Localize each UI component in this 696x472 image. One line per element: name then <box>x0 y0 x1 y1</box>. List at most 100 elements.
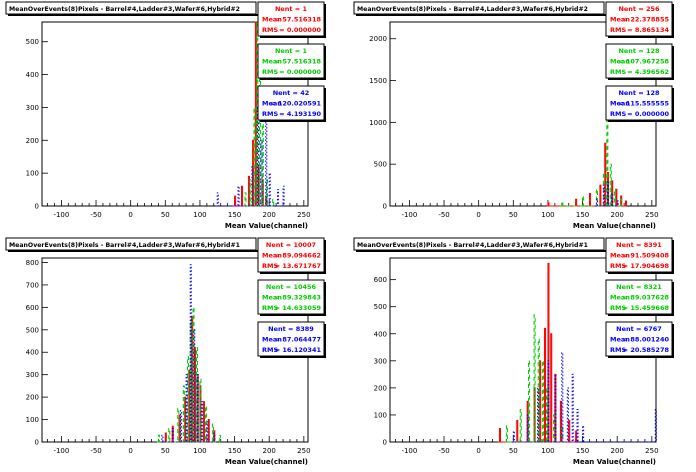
y-tick-label: 500 <box>26 38 39 46</box>
stats-box-frame <box>605 279 673 315</box>
stats-nent: Nent = 1 <box>275 47 308 55</box>
y-tick-label: 200 <box>26 137 39 145</box>
stats-box-frame <box>605 237 673 273</box>
y-tick-label: 300 <box>26 371 39 379</box>
stats-value: = 13.671767 <box>275 262 321 270</box>
series-group <box>156 264 221 443</box>
x-tick-label: 150 <box>576 211 589 219</box>
stats-nent: Nent = 10456 <box>266 283 317 291</box>
stats-key: RMS <box>610 68 626 76</box>
series-line-2 <box>504 314 564 443</box>
y-tick-label: 700 <box>26 281 39 289</box>
stats-key: RMS <box>610 262 626 270</box>
x-tick-label: 0 <box>128 211 132 219</box>
stats-value: = 115.555555 <box>618 100 669 108</box>
series-line-3 <box>511 352 657 443</box>
stats-value: = 17.904698 <box>623 262 670 270</box>
stats-nent: Nent = 256 <box>618 5 660 13</box>
stats-value: = 16.120341 <box>275 346 322 354</box>
stats-box-frame <box>605 85 673 121</box>
y-tick-label: 0 <box>35 203 39 211</box>
y-tick-label: 2000 <box>369 35 387 43</box>
x-tick-label: 200 <box>611 447 624 455</box>
stats-value: = 20.585278 <box>623 346 670 354</box>
stats-nent: Nent = 10007 <box>266 241 316 249</box>
stats-key: RMS <box>262 68 278 76</box>
y-tick-label: 0 <box>35 439 39 447</box>
stats-box-2: Nent = 1 Mean= 57.516318 RMS = 0.000000 <box>257 43 326 80</box>
stats-value: = 88.001240 <box>623 336 670 344</box>
stats-value: = 22.378855 <box>623 16 670 24</box>
stats-key: Mean <box>610 336 630 344</box>
stats-key: Mean <box>610 16 630 24</box>
panel-title-shadow <box>356 250 606 252</box>
stats-box-frame <box>257 279 325 315</box>
y-axis: 0 500 1000 1500 2000 <box>369 35 396 211</box>
x-tick-label: 100 <box>193 211 206 219</box>
stats-value: = 4.396562 <box>627 68 669 76</box>
x-tick-label: 0 <box>128 447 132 455</box>
panel-title: MeanOverEvents(8)Pixels - Barrel#4,Ladde… <box>5 237 258 252</box>
series-group <box>215 21 285 207</box>
x-tick-label: 0 <box>476 211 480 219</box>
x-tick-label: 100 <box>541 447 554 455</box>
x-tick-label: -100 <box>53 211 69 219</box>
x-tick-label: 0 <box>476 447 480 455</box>
stats-box-frame <box>605 1 673 37</box>
stats-box-1: Nent = 256 Mean= 22.378855 RMS = 8.865134 <box>605 1 674 38</box>
y-tick-label: 300 <box>374 357 387 365</box>
stats-nent: Nent = 128 <box>618 47 660 55</box>
x-axis-label: Mean Value(channel) <box>225 222 308 230</box>
y-tick-label: 800 <box>26 259 39 267</box>
x-tick-label: 50 <box>161 447 170 455</box>
panel-title: MeanOverEvents(8)Pixels - Barrel#4,Ladde… <box>353 237 606 252</box>
y-tick-label: 600 <box>26 304 39 312</box>
stats-box-2: Nent = 128 Mean= 107.967258 RMS = 4.396562 <box>605 43 674 80</box>
x-tick-label: 250 <box>645 447 658 455</box>
stats-key: RMS <box>610 346 626 354</box>
panel-title-shadow <box>8 14 258 16</box>
series-line-3 <box>595 180 619 207</box>
stats-key: RMS <box>610 110 626 118</box>
stats-key: RMS <box>262 26 278 34</box>
stats-box-3: Nent = 128 Mean= 115.555555 RMS = 0.000000 <box>605 85 674 122</box>
x-tick-label: -50 <box>90 211 101 219</box>
x-axis: -100 -50 0 50 100 150 200 250 Mean Value(channel… <box>395 200 659 230</box>
stats-box-frame <box>605 321 673 357</box>
panel-title-shadow <box>8 250 258 252</box>
stats-value: = 15.459668 <box>623 304 670 312</box>
series-group <box>546 88 628 207</box>
stats-box-3: Nent = 6767 Mean= 88.001240 RMS= 20.585278 <box>605 321 674 358</box>
x-axis: -100 -50 0 50 100 150 200 250 Mean Value(channel… <box>47 200 311 230</box>
histogram-panel-3: MeanOverEvents(8)Pixels - Barrel#4,Ladde… <box>5 237 326 466</box>
panel-title-text: MeanOverEvents(8)Pixels - Barrel#4,Ladde… <box>9 6 240 13</box>
y-tick-label: 0 <box>383 203 387 211</box>
panel-title-text: MeanOverEvents(8)Pixels - Barrel#4,Ladde… <box>357 6 588 13</box>
stats-key: Mean <box>262 16 282 24</box>
x-tick-label: 100 <box>541 211 554 219</box>
y-tick-label: 300 <box>26 104 39 112</box>
histogram-panel-4: MeanOverEvents(8)Pixels - Barrel#4,Ladde… <box>353 237 674 466</box>
x-tick-label: -100 <box>401 447 417 455</box>
y-axis: 0 100 200 300 400 500 600 <box>374 276 396 447</box>
histogram-panel-2: MeanOverEvents(8)Pixels - Barrel#4,Ladde… <box>353 1 674 230</box>
stats-key: RMS <box>262 304 278 312</box>
stats-nent: Nent = 8321 <box>616 283 662 291</box>
x-axis: -100 -50 0 50 100 150 200 250 Mean Value(channel… <box>47 436 311 466</box>
y-tick-label: 0 <box>383 439 387 447</box>
stats-value: = 4.193190 <box>279 110 321 118</box>
stats-key: Mean <box>610 58 630 66</box>
panel-title-text: MeanOverEvents(8)Pixels - Barrel#4,Ladde… <box>357 242 588 249</box>
x-tick-label: 250 <box>297 211 310 219</box>
stats-value: = 120.020591 <box>270 100 321 108</box>
stats-box-2: Nent = 8321 Mean= 89.037628 RMS= 15.459668 <box>605 279 674 316</box>
y-tick-label: 200 <box>374 384 387 392</box>
stats-box-1: Nent = 10007 Mean= 89.094662 RMS= 13.67176… <box>257 237 326 274</box>
y-tick-label: 100 <box>26 416 39 424</box>
stats-box-1: Nent = 8391 Mean= 91.509408 RMS= 17.904698 <box>605 237 674 274</box>
stats-box-frame <box>257 321 325 357</box>
y-tick-label: 500 <box>374 161 387 169</box>
stats-box-1: Nent = 1 Mean= 57.516318 RMS = 0.000000 <box>257 1 326 38</box>
x-axis-label: Mean Value(channel) <box>573 458 656 466</box>
